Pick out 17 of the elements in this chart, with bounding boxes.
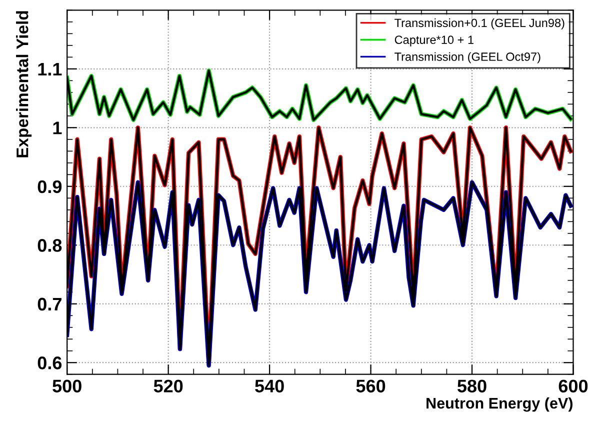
y-tick-label: 1.1 — [38, 63, 62, 76]
y-tick-label: 0.9 — [38, 180, 62, 194]
legend-label: Transmission+0.1 (GEEL Jun98) — [394, 18, 564, 30]
x-tick-label: 500 — [52, 380, 82, 392]
y-tick-label: 0.6 — [38, 356, 62, 370]
y-tick-label: 1 — [53, 122, 62, 134]
y-tick-label: 0.8 — [38, 239, 62, 252]
x-axis-title: Neutron Energy (eV) — [426, 397, 572, 412]
legend-label: Capture*10 + 1 — [394, 36, 474, 46]
y-tick-label: 0.7 — [38, 298, 62, 311]
legend-label: Transmission (GEEL Oct97) — [394, 52, 540, 64]
x-tick-label: 520 — [154, 380, 183, 392]
x-tick-label: 600 — [558, 380, 588, 392]
x-tick-label: 540 — [255, 380, 284, 392]
x-tick-label: 580 — [458, 380, 486, 392]
y-axis-title: Experimental Yield — [16, 11, 32, 158]
x-tick-label: 560 — [356, 380, 386, 392]
